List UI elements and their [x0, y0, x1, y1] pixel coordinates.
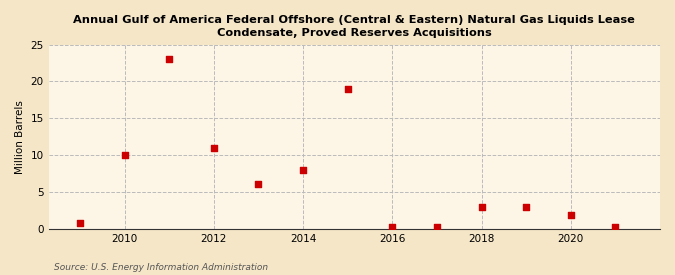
- Point: [520, 204, 531, 209]
- Point: [298, 167, 308, 172]
- Text: Source: U.S. Energy Information Administration: Source: U.S. Energy Information Administ…: [54, 263, 268, 272]
- Point: [566, 213, 576, 218]
- Point: [253, 182, 264, 187]
- Y-axis label: Million Barrels: Million Barrels: [15, 100, 25, 174]
- Point: [476, 204, 487, 209]
- Point: [74, 221, 85, 225]
- Point: [387, 225, 398, 229]
- Point: [610, 225, 621, 229]
- Title: Annual Gulf of America Federal Offshore (Central & Eastern) Natural Gas Liquids : Annual Gulf of America Federal Offshore …: [74, 15, 635, 38]
- Point: [209, 145, 219, 150]
- Point: [431, 225, 442, 229]
- Point: [119, 153, 130, 157]
- Point: [164, 57, 175, 61]
- Point: [342, 87, 353, 91]
